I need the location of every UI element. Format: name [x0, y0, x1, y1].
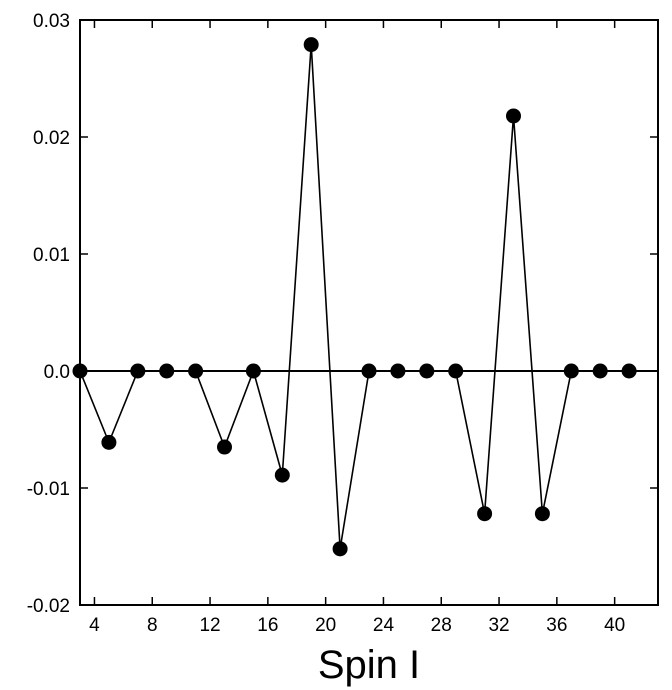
data-point — [361, 363, 377, 379]
plot-frame — [79, 19, 659, 606]
data-point — [274, 467, 290, 483]
x-tick-label: 32 — [488, 615, 509, 636]
data-point — [419, 363, 435, 379]
x-tick-label: 16 — [257, 615, 278, 636]
data-point — [621, 363, 637, 379]
y-tick-label: 0.01 — [33, 245, 70, 266]
data-point — [563, 363, 579, 379]
x-tick-label: 4 — [89, 615, 100, 636]
y-tick-label: 0.02 — [33, 128, 70, 149]
x-tick-label: 28 — [431, 615, 452, 636]
data-point — [332, 541, 348, 557]
data-point — [477, 506, 493, 522]
x-tick-label: 12 — [199, 615, 220, 636]
data-point — [592, 363, 608, 379]
data-point — [188, 363, 204, 379]
data-point — [390, 363, 406, 379]
x-tick-label: 24 — [373, 615, 395, 636]
series-line — [79, 44, 630, 549]
x-tick-label: 36 — [546, 615, 567, 636]
data-point — [130, 363, 146, 379]
x-tick-label: 20 — [315, 615, 336, 636]
y-tick-labels: -0.02 -0.01 0.0 0.01 0.02 0.03 — [27, 11, 70, 617]
data-point — [72, 363, 88, 379]
y-tick-label: 0.0 — [44, 362, 70, 383]
data-point — [217, 439, 232, 455]
data-point — [245, 363, 261, 379]
series-line-layer — [79, 44, 630, 549]
data-points — [72, 37, 637, 557]
y-tick-label: -0.01 — [27, 479, 70, 500]
x-tick-labels: 4 8 12 16 20 24 28 32 36 40 — [89, 615, 625, 636]
x-tick-label: 40 — [604, 615, 625, 636]
x-tick-label: 8 — [147, 615, 158, 636]
data-point — [303, 37, 319, 53]
x-axis-title: Spin I — [318, 643, 420, 687]
data-point — [506, 108, 521, 124]
y-tick-label: 0.03 — [33, 11, 70, 32]
data-point — [448, 363, 464, 379]
data-point — [534, 506, 550, 522]
y-tick-label: -0.02 — [27, 596, 70, 617]
data-point — [159, 363, 175, 379]
data-point — [101, 434, 117, 450]
tick-marks — [80, 19, 658, 606]
